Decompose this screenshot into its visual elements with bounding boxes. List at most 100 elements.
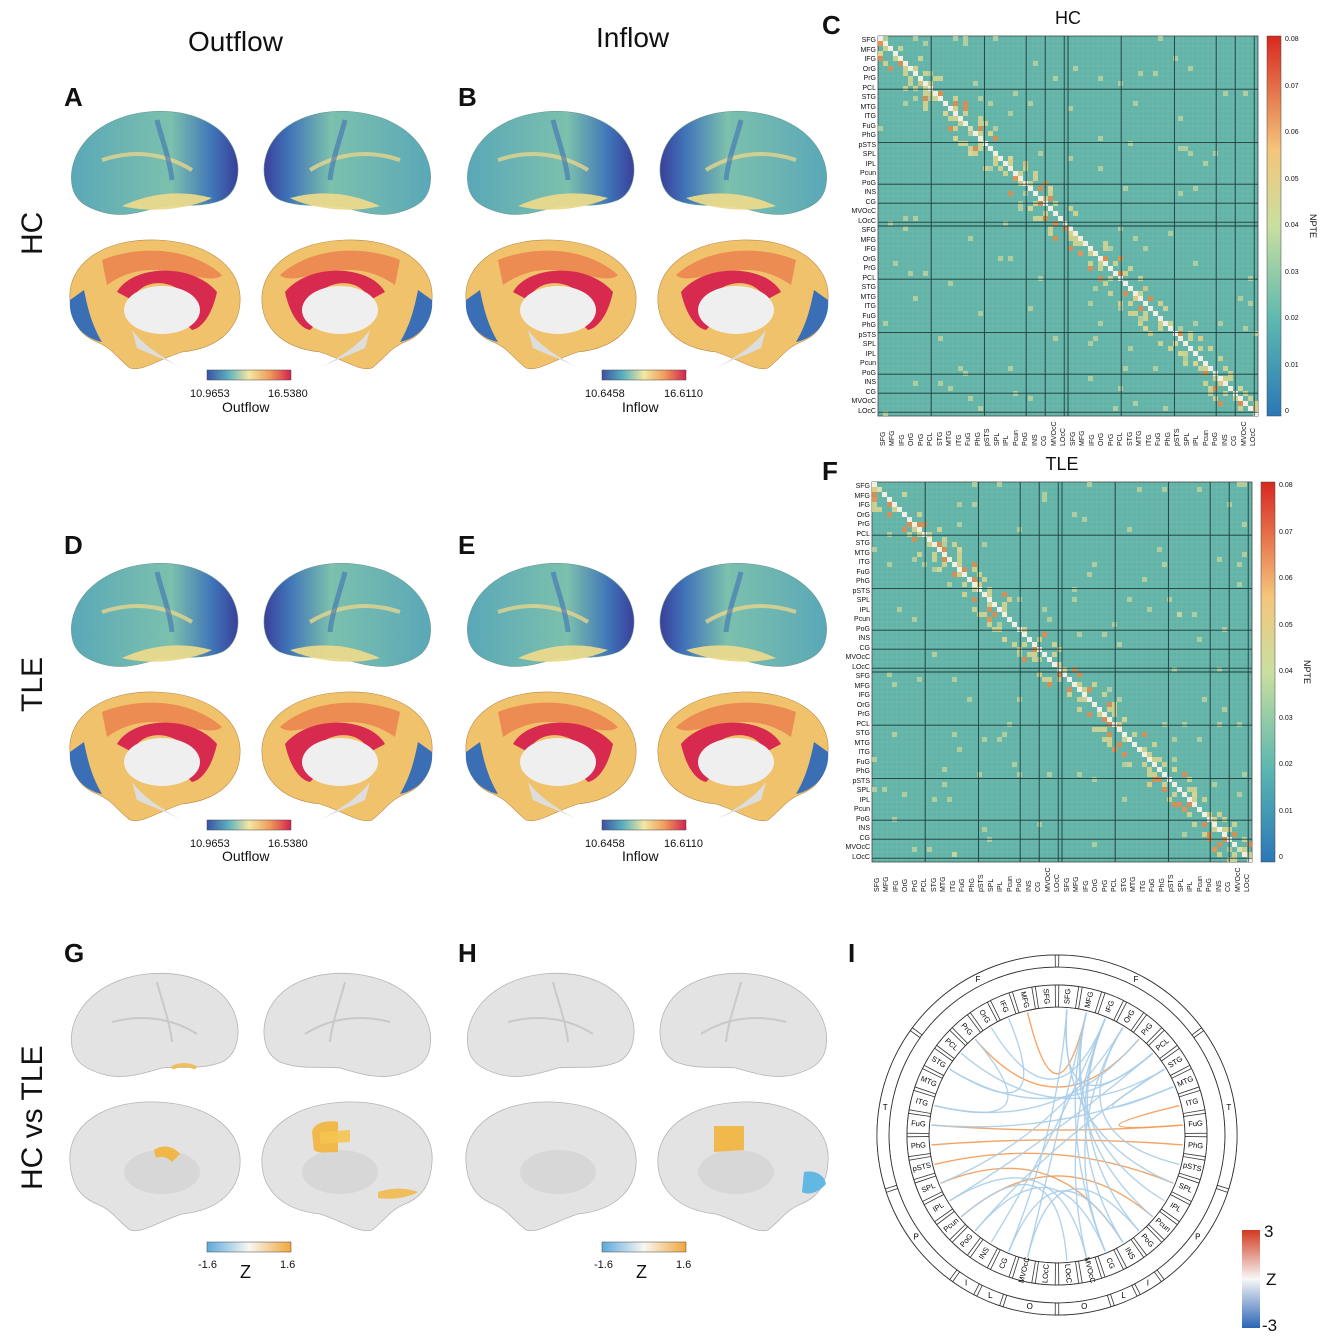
matrix-row-label: STG	[861, 94, 876, 102]
matrix-col-label: INS	[1025, 880, 1033, 892]
matrix-col-label: SPL	[1183, 432, 1191, 446]
chord-lobe-segment	[876, 1030, 921, 1190]
chord-diagram: SFG MFG IFGOrGPrGPCLSTGMTGITGFuGPhGpSTSSPL…	[876, 954, 1238, 1316]
matrix-row-label: OrG	[862, 255, 876, 263]
brain-surfaces-inflow-tle	[465, 563, 829, 822]
chord-lobe-segment	[885, 1188, 958, 1281]
matrix-row-label: MVOcC	[851, 398, 877, 406]
chord-region-label: FuG	[911, 1119, 926, 1129]
chord-lobe-label: P	[1195, 1232, 1200, 1241]
matrix-col-label: MFG	[1073, 876, 1081, 892]
matrix-row-label: ITG	[864, 113, 876, 121]
chord-region-cell	[1171, 1067, 1200, 1095]
panel-label-h: H	[458, 938, 477, 968]
matrix-col-label: Pcun	[1202, 430, 1210, 446]
chord-region-label: pSTS	[912, 1160, 932, 1173]
chord-region-cell	[936, 1029, 966, 1060]
matrix-row-label: SFG	[855, 483, 870, 491]
matrix-col-label: STG	[1126, 431, 1134, 446]
matrix-row-label: INS	[864, 189, 876, 197]
matrix-row-label: LOcC	[858, 407, 876, 415]
matrix-row-label: Pcun	[854, 616, 870, 624]
matrix-col-label: IFG	[892, 880, 900, 892]
chord-lobe-label: T	[1226, 1103, 1231, 1112]
colorbar-max: 16.6110	[664, 388, 703, 400]
chord-lobe-segment	[1002, 1294, 1056, 1316]
matrix-col-label: MVOcC	[1044, 867, 1052, 893]
matrix-col-label: IFG	[1082, 880, 1090, 892]
matrix-row-label: STG	[861, 284, 876, 292]
chord-region-cell	[908, 1089, 936, 1114]
chord-link	[934, 1152, 1174, 1184]
chord-region-cell	[989, 992, 1017, 1021]
chord-lobe-segment	[976, 1284, 1004, 1307]
chord-region-cell	[1058, 984, 1080, 1009]
chord-region-cell	[1097, 1249, 1125, 1278]
matrix-row-label: PrG	[857, 711, 870, 719]
matrix-row-label: LOcC	[852, 663, 870, 671]
matrix-row-label: ITG	[864, 303, 876, 311]
matrix-title: HC	[1055, 8, 1081, 28]
row-header-hc: HC	[16, 211, 49, 255]
matrix-col-label: PCL	[1111, 878, 1119, 892]
panel-label-a: A	[64, 82, 83, 112]
chord-region-cell	[1160, 1047, 1191, 1077]
chord-link	[1099, 1027, 1180, 1166]
matrix-row-label: IFG	[864, 56, 876, 64]
chord-lobe-label: O	[1081, 1302, 1087, 1311]
matrix-row-label: SPL	[862, 341, 876, 349]
matrix-row-label: OrG	[856, 511, 870, 519]
matrix-col-label: IPL	[997, 881, 1005, 892]
matrix-col-label: LOcC	[1244, 874, 1252, 892]
chord-lobe-label: P	[914, 1232, 919, 1241]
matrix-col-label: IPL	[1003, 435, 1011, 446]
matrix-col-label: SFG	[879, 431, 887, 446]
chord-region-cell	[914, 1175, 943, 1203]
chord-region-cell	[1183, 1136, 1208, 1158]
matrix-row-label: SPL	[862, 151, 876, 159]
matrix-row-label: PCL	[862, 274, 876, 282]
matrix-row-label: MTG	[860, 103, 876, 111]
chord-region-cell	[936, 1210, 966, 1241]
npte-tick: 0.06	[1279, 575, 1293, 582]
chord-region-cell	[1178, 1156, 1206, 1181]
colorbar-outflow-hc	[206, 369, 292, 381]
matrix-row-label: PCL	[856, 720, 870, 728]
matrix-row-label: pSTS	[852, 777, 870, 785]
matrix-row-label: PoG	[861, 369, 876, 377]
matrix-row-label: pSTS	[858, 141, 876, 149]
matrix-row-label: IFG	[864, 246, 876, 254]
chord-link	[974, 1186, 1106, 1252]
matrix-col-label: FuG	[965, 432, 973, 446]
chord-region-label: PhG	[1188, 1140, 1204, 1150]
matrix-row-label: IFG	[858, 502, 870, 510]
matrix-col-label: pSTS	[978, 874, 986, 892]
chord-region-cell	[951, 1226, 982, 1256]
matrix-row-label: Pcun	[860, 170, 876, 178]
matrix-col-label: IPL	[1187, 881, 1195, 892]
matrix-col-label: LOcC	[1060, 428, 1068, 446]
colorbar-z-h	[601, 1241, 687, 1253]
npte-tick: 0.01	[1285, 361, 1299, 369]
matrix-col-label: CG	[1041, 435, 1049, 447]
matrix-col-label: pSTS	[1174, 428, 1182, 446]
colorbar-min: -1.6	[594, 1259, 613, 1271]
matrix-col-label: MFG	[883, 876, 891, 892]
matrix-col-label: ITG	[1145, 434, 1153, 446]
chord-lobe-segment	[911, 954, 1056, 1036]
chord-link	[949, 1018, 1025, 1094]
chord-link	[1084, 1018, 1124, 1243]
npte-tick: 0.07	[1285, 82, 1299, 90]
panel-label-f: F	[822, 456, 838, 486]
matrix-row-label: PhG	[861, 132, 876, 140]
matrix-row-label: PhG	[855, 768, 870, 776]
chord-link	[1078, 1012, 1154, 1218]
chord-region-cell	[1011, 986, 1036, 1014]
matrix-col-label: PCL	[1117, 432, 1125, 446]
chord-region-cell	[1148, 1029, 1178, 1060]
chord-region-cell	[1034, 1261, 1056, 1286]
matrix-col-label: PhG	[968, 877, 976, 892]
matrix-row-label: MFG	[860, 46, 876, 54]
matrix-col-label: OrG	[1092, 878, 1100, 892]
matrix-row-label: CG	[859, 644, 871, 652]
